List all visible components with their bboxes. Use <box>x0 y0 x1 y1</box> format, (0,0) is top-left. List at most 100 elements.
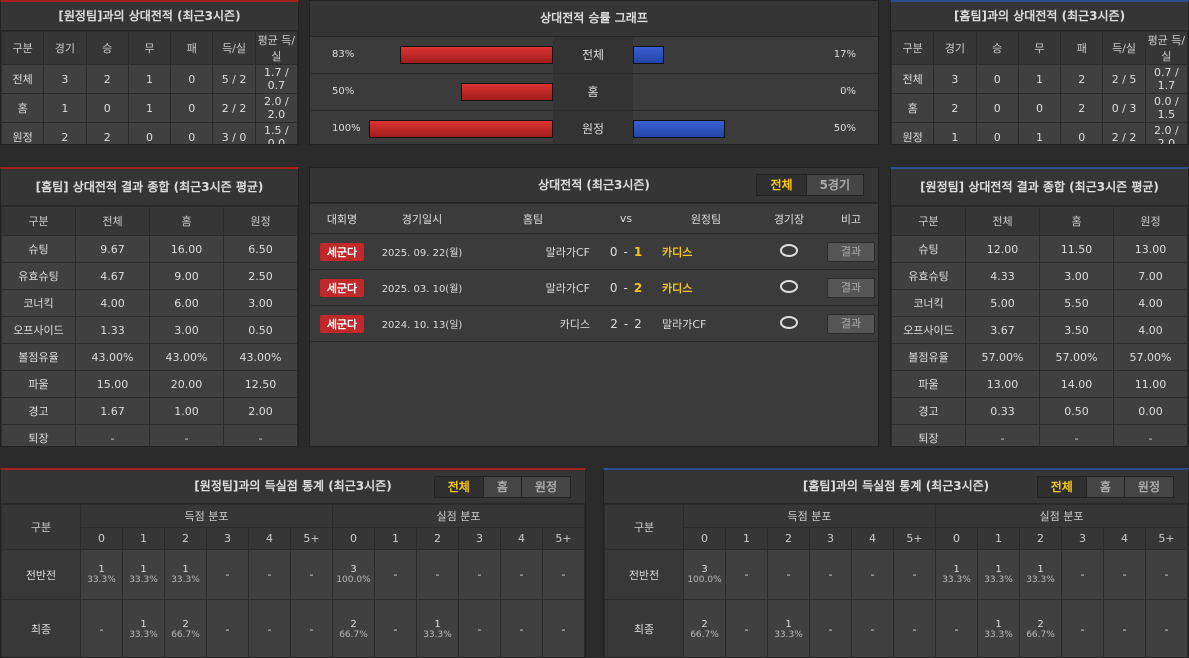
cell: 11.50 <box>1039 235 1114 263</box>
row-label: 파울 <box>891 370 966 398</box>
stats-table: 구분 경기 승 무 패 득/실 평균 득/실 전체 3 0 1 2 2 / 5 0.7 / 1.7 홈 2 0 0… <box>891 31 1188 144</box>
tab[interactable]: 5경기 <box>805 175 863 195</box>
stats-table: 구분 경기 승 무 패 득/실 평균 득/실 전체 3 2 1 0 5 / 2 1.7 / 0.7 홈 1 0 1… <box>1 31 298 144</box>
percent: 33.3% <box>984 629 1013 640</box>
row-label: 홈 <box>891 93 935 123</box>
row-label: 슈팅 <box>1 235 76 263</box>
tab[interactable]: 원정 <box>1123 477 1173 497</box>
cell: 12.50 <box>223 370 298 398</box>
count: 1 <box>995 564 1002 575</box>
panel-title: [원정팀] 상대전적 결과 종합 (최근3시즌 평균) <box>891 169 1188 206</box>
away-label: 0% <box>840 86 856 97</box>
cell: 13.00 <box>965 370 1040 398</box>
tab[interactable]: 원정 <box>520 477 570 497</box>
cell: - <box>206 549 249 600</box>
cell: 2 <box>1060 93 1104 123</box>
column-header: 5+ <box>542 527 585 550</box>
cell: 0 <box>975 64 1019 94</box>
column-header: 1 <box>122 527 165 550</box>
result-button[interactable]: 결과 <box>827 313 875 334</box>
count: 1 <box>140 618 147 630</box>
column-header: 무 <box>127 31 172 65</box>
result-button[interactable]: 결과 <box>827 277 875 298</box>
cell: - <box>248 549 291 600</box>
away-team: 카디스 <box>656 269 756 306</box>
data-row: 전체 3 2 1 0 5 / 2 1.7 / 0.7 <box>1 64 298 94</box>
column-header: 구분 <box>1 206 76 236</box>
result-button[interactable]: 결과 <box>827 241 875 262</box>
column-header: 구분 <box>1 31 45 65</box>
tab[interactable]: 홈 <box>482 477 521 497</box>
cell: 2.0 / 2.0 <box>1144 122 1188 144</box>
data-row: 원정 1 0 1 0 2 / 2 2.0 / 2.0 <box>891 122 1188 144</box>
home-bar <box>400 46 553 64</box>
column-header: 경기장 <box>756 203 822 234</box>
cell: 2 / 5 <box>1102 64 1146 94</box>
cell: 0 <box>170 64 214 94</box>
cell: 3 / 0 <box>212 122 256 144</box>
cell: 6.50 <box>223 235 298 263</box>
tab[interactable]: 홈 <box>1085 477 1124 497</box>
cell: 1 <box>127 93 172 123</box>
cell: 1 33.3% <box>416 599 459 657</box>
cell: 3 <box>933 64 977 94</box>
row-label: 최종 <box>1 599 81 657</box>
row-label: 최종 <box>604 599 684 657</box>
count: 2 <box>350 618 357 630</box>
column-header: 구분 <box>891 206 966 236</box>
tab[interactable]: 전체 <box>1037 477 1086 497</box>
column-header: 전체 <box>965 206 1040 236</box>
column-header: 0 <box>683 527 726 550</box>
column-header: 0 <box>80 527 123 550</box>
away-team: 카디스 <box>656 233 756 270</box>
header-row: 구분 경기 승 무 패 득/실 평균 득/실 <box>891 31 1188 65</box>
home-team: 말라가CF <box>470 233 596 270</box>
cell: - <box>290 599 333 657</box>
column-header: vs <box>596 203 656 234</box>
row-label: 전체 <box>553 37 633 73</box>
cell: - <box>223 424 298 446</box>
column-header: 4 <box>1103 527 1146 550</box>
row-label: 파울 <box>1 370 76 398</box>
data-row: 코너킥 5.00 5.50 4.00 <box>891 289 1188 317</box>
cell: - <box>500 549 543 600</box>
cell: 9.00 <box>149 262 224 290</box>
data-row: 최종 2 66.7% -1 33.3% - - - -1 33.3% 2 66.7% - - - <box>604 599 1188 657</box>
column-header: 5+ <box>1145 527 1188 550</box>
column-header: 승 <box>975 31 1019 65</box>
row-label: 홈 <box>1 93 45 123</box>
row-label: 볼점유율 <box>1 343 76 371</box>
title-text: [원정팀]과의 득실점 통계 (최근3시즌) <box>194 479 392 493</box>
count: 2 <box>701 618 708 630</box>
cell: 2 <box>85 122 129 144</box>
cell: - <box>851 549 894 600</box>
header-row: 0 1 2 3 4 5+ 0 1 2 3 4 5+ <box>2 527 585 550</box>
count: 1 <box>995 618 1002 630</box>
column-header: 패 <box>170 31 214 65</box>
data-row: 코너킥 4.00 6.00 3.00 <box>1 289 298 317</box>
cell: 0 <box>1060 122 1104 144</box>
percent: 66.7% <box>339 629 368 640</box>
cell: 15.00 <box>75 370 150 398</box>
stadium-icon <box>780 243 798 257</box>
cell: 1.5 / 0.0 <box>254 122 298 144</box>
column-header: 원정팀 <box>656 203 756 234</box>
row-label: 오프사이드 <box>1 316 76 344</box>
league-cell: 세군다 <box>310 269 374 306</box>
row-label: 원정 <box>1 122 45 144</box>
tab[interactable]: 전체 <box>434 477 483 497</box>
data-row: 파울 15.00 20.00 12.50 <box>1 370 298 398</box>
cell: 1 33.3% <box>122 599 165 657</box>
group-header: 실점 분포 <box>332 504 585 528</box>
data-row: 퇴장 - - - <box>1 424 298 446</box>
cell: 2 <box>43 122 87 144</box>
column-header: 5+ <box>290 527 333 550</box>
home-team: 카디스 <box>470 305 596 342</box>
tab[interactable]: 전체 <box>757 175 806 195</box>
tabs: 전체 5경기 <box>756 174 864 196</box>
cell: 0 <box>1017 93 1062 123</box>
cell: 3.00 <box>149 316 224 344</box>
data-row: 슈팅 9.67 16.00 6.50 <box>1 235 298 263</box>
cell: - <box>851 599 894 657</box>
